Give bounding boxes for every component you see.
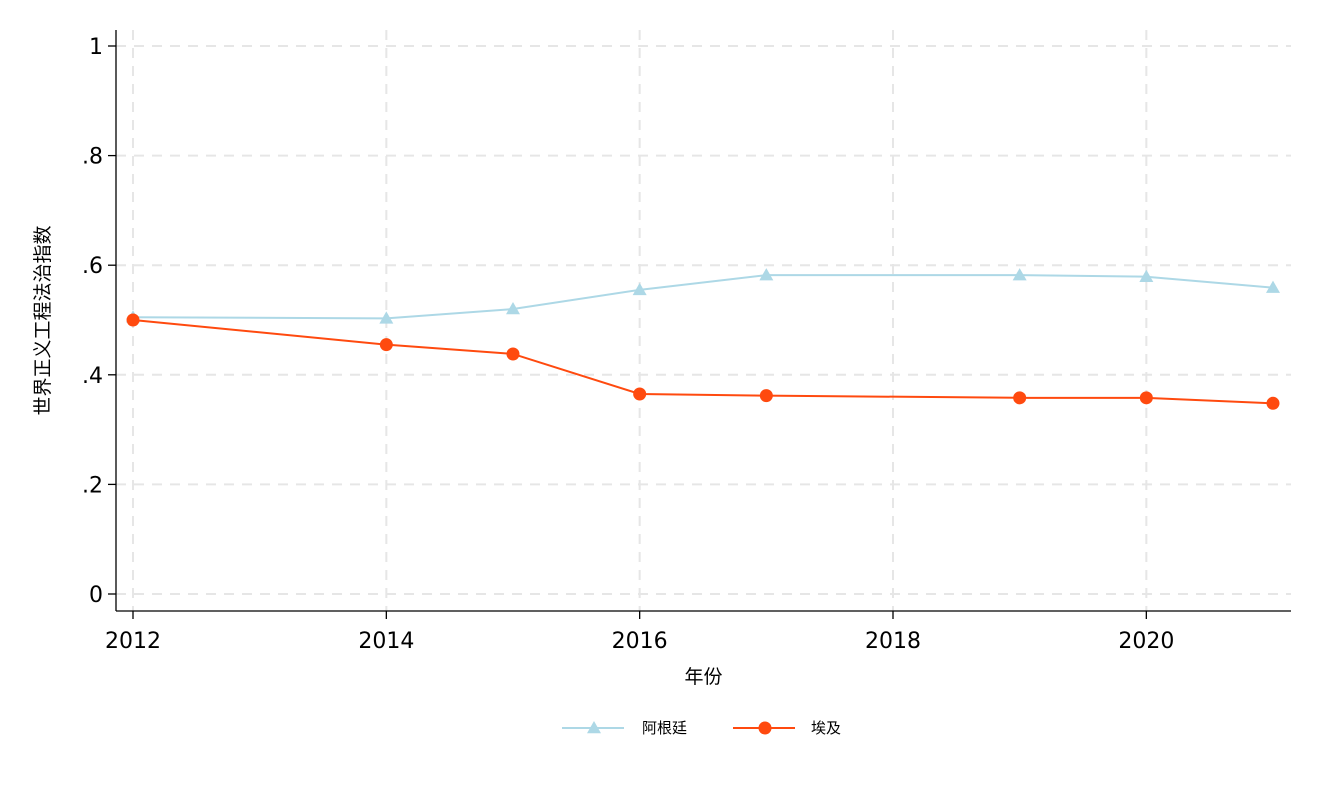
y-tick-label: .8: [82, 145, 103, 170]
data-point-triangle: [759, 268, 774, 281]
y-tick-label: .4: [82, 364, 103, 389]
data-point-triangle: [1266, 280, 1280, 293]
data-point-circle: [506, 347, 520, 361]
x-tick-label: 2020: [1118, 629, 1174, 654]
data-point-circle: [633, 387, 647, 401]
x-tick-label: 2018: [865, 629, 921, 654]
series-group: [126, 268, 1280, 410]
legend-marker-circle: [758, 721, 772, 735]
y-tick-label: 1: [89, 35, 103, 60]
data-point-circle: [1013, 391, 1027, 405]
legend-marker-triangle: [587, 721, 601, 734]
grid: [116, 30, 1291, 611]
data-point-circle: [1266, 396, 1280, 410]
x-tick-label: 2016: [612, 629, 668, 654]
legend-label: 埃及: [811, 719, 841, 737]
legend-label: 阿根廷: [642, 719, 687, 737]
x-tick-label: 2014: [358, 629, 414, 654]
axes: [108, 30, 1291, 619]
legend-item-2: 埃及: [733, 719, 841, 737]
y-axis-title: 世界正义工程法治指数: [32, 225, 54, 415]
series-2: [126, 313, 1280, 410]
data-point-circle: [126, 313, 140, 327]
data-point-triangle: [1012, 268, 1027, 281]
y-tick-label: .2: [82, 473, 103, 498]
data-point-circle: [759, 389, 773, 403]
series-line: [132, 274, 1274, 320]
legend: 阿根廷 埃及: [562, 719, 841, 737]
tick-labels: 0 .2 .4 .6 .8 1 2012 2014 2016 2018 2020: [82, 35, 1174, 654]
y-tick-label: .6: [82, 254, 103, 279]
legend-item-1: 阿根廷: [562, 719, 687, 737]
series-1: [126, 268, 1280, 324]
x-axis-title: 年份: [684, 666, 722, 688]
data-point-circle: [379, 338, 393, 352]
data-point-triangle: [506, 302, 520, 315]
y-tick-label: 0: [89, 583, 103, 608]
data-point-triangle: [1139, 269, 1154, 282]
x-tick-label: 2012: [105, 629, 161, 654]
data-point-triangle: [379, 311, 394, 324]
series-line: [132, 319, 1274, 405]
data-point-circle: [1139, 391, 1153, 405]
data-point-triangle: [632, 282, 647, 296]
